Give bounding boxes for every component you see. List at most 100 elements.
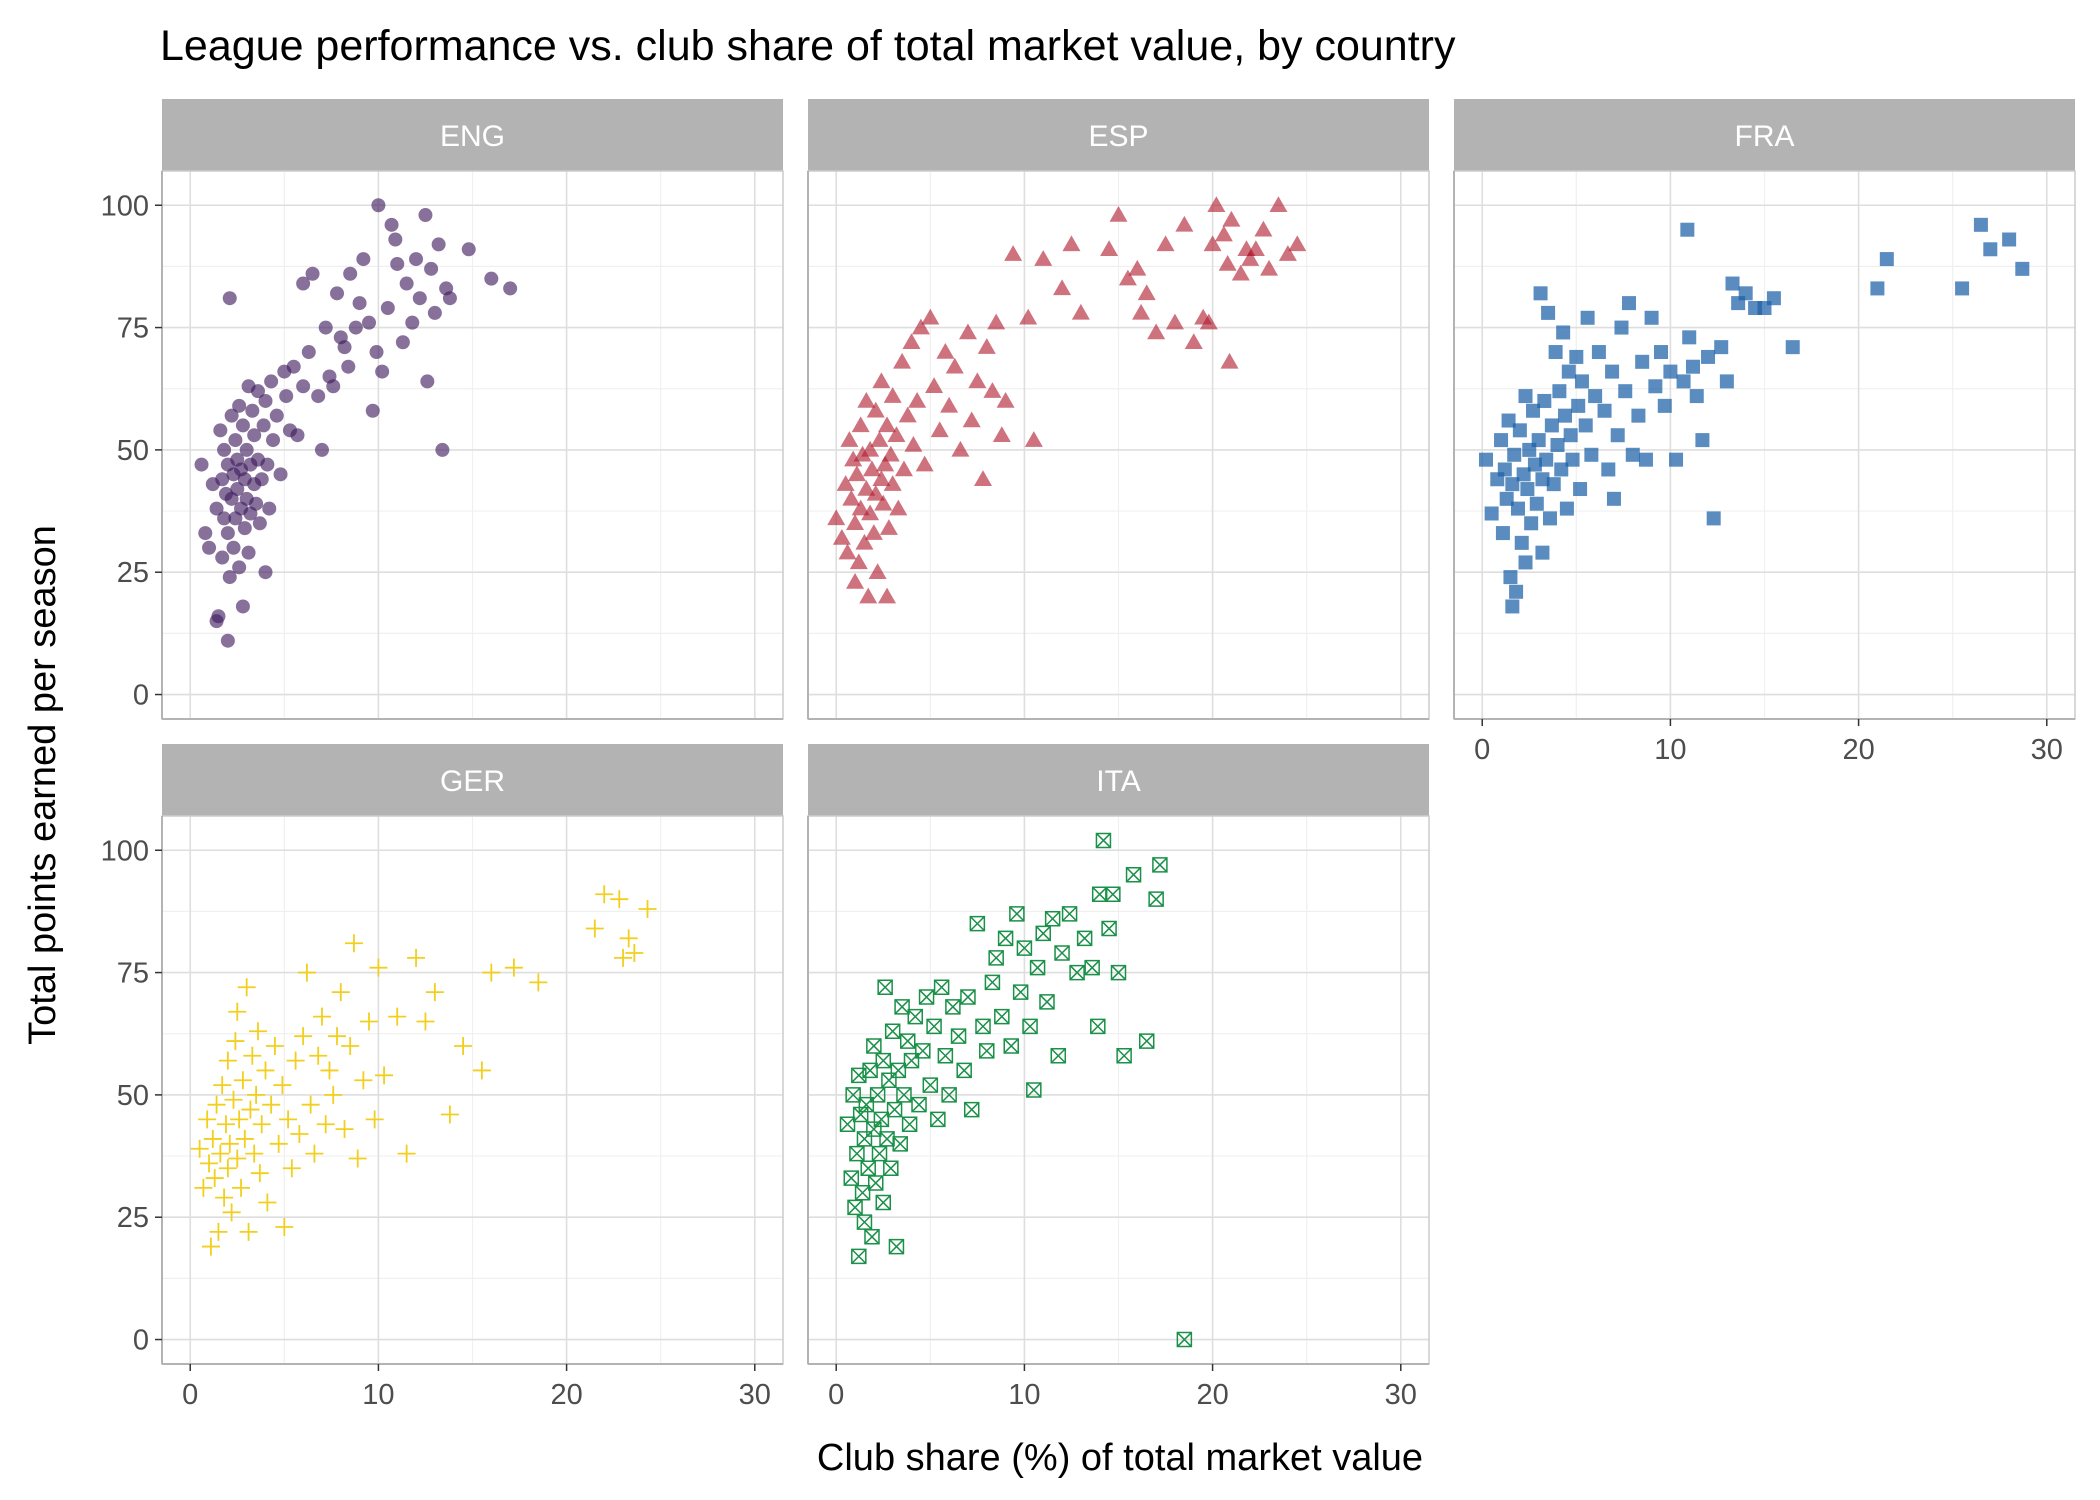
data-point (1648, 379, 1663, 394)
data-point (416, 1012, 435, 1031)
data-point (1165, 313, 1184, 330)
data-point (1147, 323, 1166, 340)
data-point (217, 442, 232, 457)
data-point (213, 1076, 232, 1095)
data-point (890, 1062, 907, 1079)
data-point (461, 242, 476, 257)
facet-strip-label: ITA (1096, 765, 1140, 798)
data-point (412, 291, 427, 306)
y-tick-label: 100 (101, 190, 149, 222)
y-tick-label: 25 (117, 1202, 149, 1234)
data-point (911, 318, 930, 335)
data-point (861, 504, 880, 521)
data-point (1109, 206, 1128, 222)
data-point (258, 393, 273, 408)
data-point (249, 496, 264, 511)
data-point (625, 944, 644, 962)
data-point (1499, 491, 1514, 506)
data-point (1009, 906, 1025, 922)
data-point (290, 428, 305, 443)
data-point (1638, 452, 1653, 467)
data-point (1682, 330, 1697, 345)
data-point (892, 1136, 908, 1152)
data-point (341, 1036, 360, 1055)
data-point (879, 519, 898, 535)
data-point (356, 252, 371, 267)
data-point (331, 983, 350, 1002)
data-point (1539, 452, 1554, 467)
data-point (226, 540, 241, 555)
data-point (614, 948, 633, 967)
y-tick-label: 50 (117, 435, 149, 467)
data-point (1125, 866, 1142, 883)
data-point (1622, 296, 1637, 311)
facet-panel-eng: ENG 0 25 50 75 100 (101, 99, 784, 720)
data-point (889, 499, 908, 516)
data-point (318, 320, 333, 335)
facet-panel-ita: ITA 0 10 20 30 (807, 744, 1430, 1411)
y-tick-label: 0 (133, 680, 149, 712)
data-point (1695, 433, 1710, 448)
data-point (312, 1007, 331, 1026)
data-point (215, 472, 230, 487)
data-point (1561, 364, 1576, 379)
data-point (296, 379, 311, 394)
data-point (1597, 403, 1612, 418)
data-point (1029, 959, 1046, 976)
data-point (1680, 222, 1695, 237)
data-point (983, 382, 1002, 398)
data-point (1503, 570, 1518, 585)
y-tick-label: 100 (101, 835, 149, 867)
data-point (230, 482, 245, 497)
data-point (1220, 352, 1239, 369)
data-point (220, 1134, 239, 1153)
data-point (1550, 438, 1565, 452)
data-point (254, 472, 269, 487)
data-point (878, 587, 897, 604)
y-tick-label: 50 (117, 1080, 149, 1112)
data-point (296, 276, 311, 291)
data-point (1034, 250, 1053, 266)
data-point (418, 208, 433, 223)
x-axis-title: Club share (%) of total market value (817, 1437, 1423, 1479)
data-point (933, 979, 950, 995)
data-point (1016, 940, 1033, 956)
data-point (960, 989, 976, 1005)
data-point (1955, 281, 1970, 296)
data-point (883, 475, 902, 491)
data-point (958, 323, 977, 340)
chart-title: League performance vs. club share of tot… (160, 22, 1456, 70)
data-point (1105, 886, 1121, 903)
data-point (1494, 433, 1509, 448)
data-point (1559, 501, 1574, 516)
x-tick-label: 10 (1654, 734, 1686, 766)
data-point (220, 633, 235, 648)
data-point (902, 333, 921, 349)
data-point (1138, 1033, 1155, 1049)
data-point (842, 489, 861, 506)
data-point (1689, 389, 1704, 404)
data-point (314, 442, 329, 457)
data-point (228, 1002, 247, 1021)
data-point (963, 1101, 980, 1118)
data-point (341, 359, 356, 374)
data-point (1520, 482, 1535, 497)
x-tick-label: 20 (1842, 734, 1874, 766)
data-point (205, 1169, 224, 1188)
data-point (861, 440, 880, 457)
data-point (851, 416, 870, 433)
data-point (1573, 482, 1588, 497)
data-point (247, 428, 262, 443)
data-point (1527, 457, 1542, 472)
data-point (1606, 491, 1621, 506)
data-point (857, 480, 876, 496)
data-point (348, 1149, 367, 1168)
facet-strip (1454, 99, 2075, 171)
data-point (252, 1115, 271, 1134)
data-point (194, 457, 209, 472)
data-point (1541, 305, 1556, 320)
data-point (390, 256, 405, 271)
data-point (1019, 308, 1038, 325)
data-point (388, 1007, 407, 1026)
